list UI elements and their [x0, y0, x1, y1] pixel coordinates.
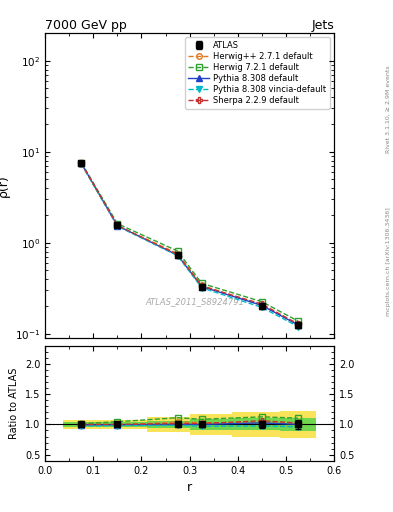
Herwig++ 2.7.1 default — [199, 282, 204, 288]
Line: Herwig 7.2.1 default: Herwig 7.2.1 default — [79, 160, 301, 324]
Herwig 7.2.1 default — [199, 280, 204, 286]
Pythia 8.308 vincia-default — [296, 324, 300, 330]
Pythia 8.308 vincia-default — [259, 304, 264, 310]
Pythia 8.308 default — [175, 252, 180, 258]
Herwig++ 2.7.1 default — [115, 223, 120, 229]
Pythia 8.308 default — [79, 160, 84, 166]
Herwig++ 2.7.1 default — [259, 302, 264, 308]
Line: Pythia 8.308 default: Pythia 8.308 default — [79, 161, 301, 328]
Line: Pythia 8.308 vincia-default: Pythia 8.308 vincia-default — [79, 161, 301, 329]
Y-axis label: Ratio to ATLAS: Ratio to ATLAS — [9, 368, 19, 439]
Text: ATLAS_2011_S8924791: ATLAS_2011_S8924791 — [146, 297, 245, 306]
Sherpa 2.2.9 default — [79, 160, 84, 166]
X-axis label: r: r — [187, 481, 192, 494]
Pythia 8.308 vincia-default — [79, 161, 84, 167]
Line: Herwig++ 2.7.1 default: Herwig++ 2.7.1 default — [79, 161, 301, 327]
Pythia 8.308 default — [259, 302, 264, 308]
Text: 7000 GeV pp: 7000 GeV pp — [45, 19, 127, 32]
Text: mcplots.cern.ch [arXiv:1306.3436]: mcplots.cern.ch [arXiv:1306.3436] — [386, 207, 391, 316]
Sherpa 2.2.9 default — [199, 283, 204, 289]
Herwig 7.2.1 default — [175, 248, 180, 254]
Y-axis label: ρ(r): ρ(r) — [0, 174, 9, 197]
Herwig 7.2.1 default — [115, 221, 120, 227]
Herwig++ 2.7.1 default — [296, 321, 300, 327]
Herwig 7.2.1 default — [259, 298, 264, 305]
Line: Sherpa 2.2.9 default: Sherpa 2.2.9 default — [79, 160, 301, 327]
Herwig++ 2.7.1 default — [79, 161, 84, 167]
Pythia 8.308 default — [296, 322, 300, 328]
Text: Jets: Jets — [311, 19, 334, 32]
Pythia 8.308 default — [115, 223, 120, 229]
Herwig 7.2.1 default — [79, 159, 84, 165]
Text: Rivet 3.1.10, ≥ 2.9M events: Rivet 3.1.10, ≥ 2.9M events — [386, 66, 391, 153]
Legend: ATLAS, Herwig++ 2.7.1 default, Herwig 7.2.1 default, Pythia 8.308 default, Pythi: ATLAS, Herwig++ 2.7.1 default, Herwig 7.… — [185, 37, 330, 109]
Pythia 8.308 vincia-default — [175, 252, 180, 259]
Herwig 7.2.1 default — [296, 318, 300, 324]
Pythia 8.308 vincia-default — [199, 285, 204, 291]
Sherpa 2.2.9 default — [259, 301, 264, 307]
Sherpa 2.2.9 default — [296, 321, 300, 327]
Sherpa 2.2.9 default — [115, 222, 120, 228]
Herwig++ 2.7.1 default — [175, 250, 180, 257]
Sherpa 2.2.9 default — [175, 251, 180, 258]
Pythia 8.308 vincia-default — [115, 223, 120, 229]
Pythia 8.308 default — [199, 284, 204, 290]
